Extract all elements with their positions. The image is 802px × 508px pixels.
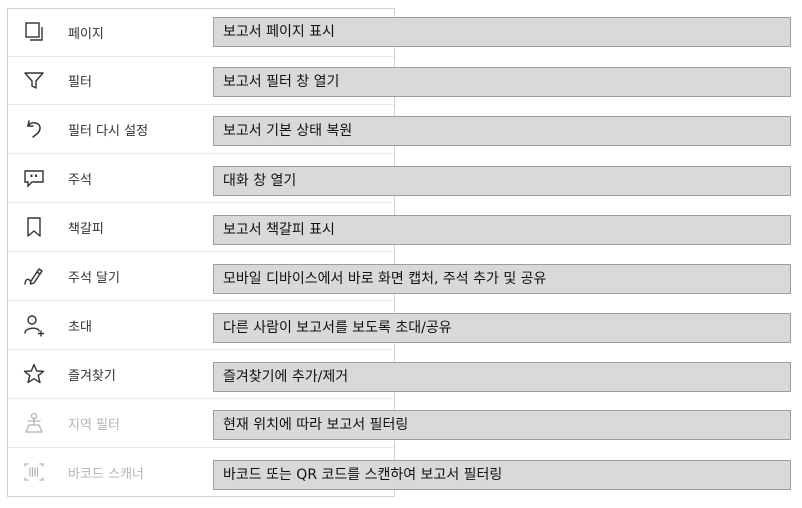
callout-filter: 보고서 필터 창 열기 [213,67,791,97]
callout-favorites: 즐겨찾기에 추가/제거 [213,362,791,392]
invite-person-icon [22,313,46,337]
menu-item-invite[interactable]: 초대 [8,302,394,350]
callout-barcode-scanner: 바코드 또는 QR 코드를 스캔하여 보고서 필터링 [213,460,791,490]
annotate-pen-icon [22,264,46,288]
callout-invite: 다른 사람이 보고서를 보도록 초대/공유 [213,313,791,343]
callout-reset-filter: 보고서 기본 상태 복원 [213,116,791,146]
callout-pages: 보고서 페이지 표시 [213,17,791,47]
menu-item-comments[interactable]: 주석 [8,155,394,203]
menu-item-geo-filter[interactable]: 지역 필터 [8,400,394,448]
menu-item-label: 페이지 [68,27,104,42]
menu-item-label: 지역 필터 [68,418,120,433]
comment-icon [22,166,46,190]
menu-item-reset-filter[interactable]: 필터 다시 설정 [8,106,394,154]
menu-item-bookmarks[interactable]: 책갈피 [8,204,394,252]
menu-item-favorites[interactable]: 즐겨찾기 [8,351,394,399]
menu-item-annotate[interactable]: 주석 달기 [8,253,394,301]
menu-item-filter[interactable]: 필터 [8,57,394,105]
menu-item-pages[interactable]: 페이지 [8,9,394,57]
bookmark-icon [22,215,46,239]
menu-item-label: 바코드 스캐너 [68,467,144,482]
reset-filter-icon [22,117,46,141]
menu-item-label: 초대 [68,320,92,335]
star-icon [22,362,46,386]
menu-item-label: 주석 [68,173,92,188]
filter-icon [22,68,46,92]
pages-icon [22,20,46,44]
menu-item-barcode-scanner[interactable]: 바코드 스캐너 [8,449,394,497]
geo-filter-icon [22,411,46,435]
callout-geo-filter: 현재 위치에 따라 보고서 필터링 [213,410,791,440]
menu-item-label: 필터 다시 설정 [68,124,149,139]
callout-bookmarks: 보고서 책갈피 표시 [213,215,791,245]
barcode-scanner-icon [22,460,46,484]
callout-annotate: 모바일 디바이스에서 바로 화면 캡처, 주석 추가 및 공유 [213,264,791,294]
callout-comments: 대화 창 열기 [213,166,791,196]
menu-item-label: 즐겨찾기 [68,369,116,384]
menu-item-label: 필터 [68,75,92,90]
menu-item-label: 주석 달기 [68,271,120,286]
menu-item-label: 책갈피 [68,222,104,237]
